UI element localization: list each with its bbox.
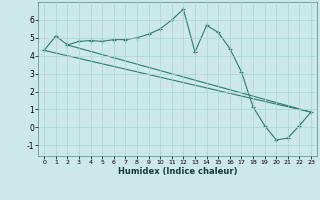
X-axis label: Humidex (Indice chaleur): Humidex (Indice chaleur) (118, 167, 237, 176)
